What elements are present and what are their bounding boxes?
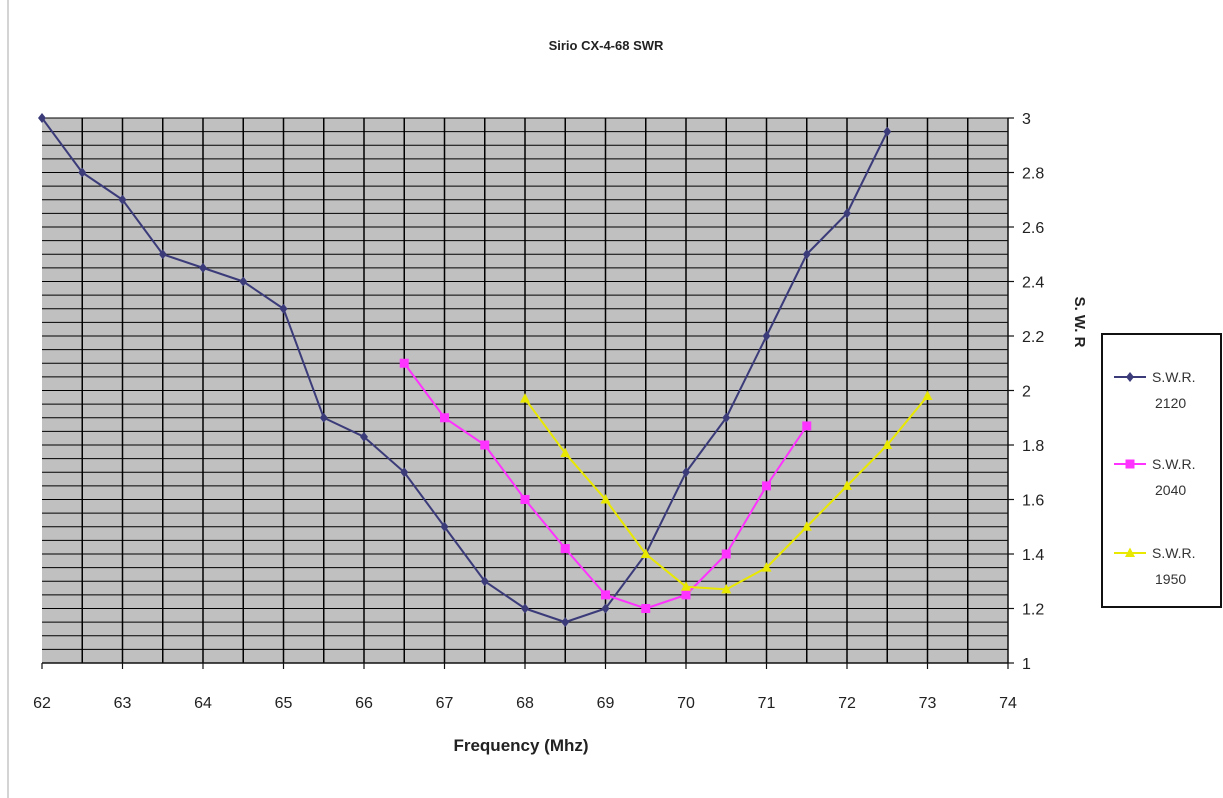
x-tick-label: 73 bbox=[919, 695, 937, 712]
data-point bbox=[199, 262, 207, 273]
data-point bbox=[922, 390, 933, 400]
data-point bbox=[601, 603, 610, 614]
x-tick-label: 62 bbox=[33, 695, 51, 712]
data-point bbox=[480, 576, 489, 587]
y-tick-label: 2 bbox=[1022, 384, 1031, 401]
data-point bbox=[883, 126, 892, 137]
data-point bbox=[761, 562, 772, 572]
x-tick-label: 66 bbox=[355, 695, 373, 712]
legend-label: S.W.R. bbox=[1152, 545, 1196, 561]
legend-label: S.W.R. bbox=[1152, 456, 1196, 472]
data-point bbox=[400, 467, 409, 478]
y-axis-label: S. W. R bbox=[1071, 297, 1088, 348]
data-point bbox=[279, 303, 288, 314]
y-tick-label: 1.2 bbox=[1022, 602, 1044, 619]
data-point bbox=[520, 393, 530, 403]
data-point bbox=[762, 331, 771, 341]
data-point bbox=[721, 549, 731, 559]
data-point bbox=[802, 421, 812, 431]
data-point bbox=[118, 194, 127, 205]
data-point bbox=[882, 439, 893, 449]
legend: S.W.R. 2120 S.W.R. 2040 S.W.R. 1950 bbox=[1114, 369, 1196, 587]
data-point bbox=[319, 412, 328, 423]
data-point bbox=[640, 548, 651, 558]
legend-box bbox=[1101, 333, 1222, 608]
y-tick-label: 2.2 bbox=[1022, 329, 1044, 346]
series-1950 bbox=[520, 390, 933, 594]
y-tick-label: 2.8 bbox=[1022, 166, 1044, 183]
data-point bbox=[560, 544, 570, 554]
legend-label: S.W.R. bbox=[1152, 369, 1196, 385]
legend-swatch-marker bbox=[1126, 372, 1134, 382]
data-point bbox=[38, 113, 46, 123]
data-point bbox=[802, 249, 811, 260]
y-tick-label: 2.4 bbox=[1022, 275, 1044, 292]
series-2040 bbox=[399, 358, 812, 613]
data-point bbox=[520, 495, 530, 504]
data-point bbox=[600, 494, 611, 504]
data-point bbox=[480, 440, 490, 450]
y-tick-label: 1 bbox=[1022, 656, 1031, 673]
x-tick-label: 71 bbox=[758, 695, 776, 712]
x-tick-label: 70 bbox=[677, 695, 695, 712]
data-point bbox=[641, 604, 651, 613]
page-left-border bbox=[7, 0, 9, 798]
x-tick-label: 65 bbox=[275, 695, 293, 712]
data-point bbox=[78, 167, 87, 178]
legend-swatch-marker bbox=[1125, 547, 1135, 557]
data-point bbox=[842, 480, 852, 490]
grid-lines bbox=[42, 117, 1008, 663]
data-point bbox=[801, 521, 812, 531]
legend-item-2120: S.W.R. 2120 bbox=[1114, 369, 1196, 411]
x-tick-label: 67 bbox=[436, 695, 454, 712]
legend-swatch-marker bbox=[1125, 459, 1135, 469]
data-point bbox=[521, 603, 529, 614]
x-tick-label: 72 bbox=[838, 695, 856, 712]
x-tick-label: 64 bbox=[194, 695, 212, 712]
x-tick-label: 69 bbox=[597, 695, 615, 712]
x-axis-label: Frequency (Mhz) bbox=[453, 736, 588, 755]
series-line-2120 bbox=[41, 117, 889, 624]
x-tick-label: 74 bbox=[999, 695, 1017, 712]
series-layer bbox=[38, 113, 933, 628]
x-axis-ticks: 62 63 64 65 66 67 68 69 70 71 72 73 74 bbox=[33, 663, 1017, 712]
y-tick-label: 1.8 bbox=[1022, 438, 1044, 455]
data-point bbox=[682, 467, 690, 478]
y-axis-ticks: 1 1.2 1.4 1.6 1.8 2 2.2 2.4 2.6 2.8 3 bbox=[1008, 111, 1044, 673]
y-tick-label: 1.4 bbox=[1022, 547, 1044, 564]
data-point bbox=[681, 590, 691, 600]
legend-sublabel: 2040 bbox=[1155, 482, 1186, 498]
legend-item-2040: S.W.R. 2040 bbox=[1114, 456, 1196, 498]
data-point bbox=[399, 358, 409, 368]
y-tick-label: 3 bbox=[1022, 111, 1031, 128]
data-point bbox=[561, 617, 570, 628]
data-point bbox=[721, 583, 732, 594]
data-point bbox=[762, 481, 771, 491]
data-point bbox=[158, 249, 167, 260]
data-point bbox=[360, 431, 368, 442]
data-point bbox=[722, 412, 731, 423]
x-tick-label: 68 bbox=[516, 695, 534, 712]
legend-sublabel: 1950 bbox=[1155, 571, 1186, 587]
data-point bbox=[843, 208, 851, 219]
y-tick-label: 2.6 bbox=[1022, 220, 1044, 237]
data-point bbox=[560, 447, 571, 458]
data-point bbox=[239, 276, 248, 287]
data-point bbox=[440, 413, 449, 423]
data-point bbox=[601, 590, 610, 600]
y-tick-label: 1.6 bbox=[1022, 493, 1044, 510]
legend-item-1950: S.W.R. 1950 bbox=[1114, 545, 1196, 587]
chart-title: Sirio CX-4-68 SWR bbox=[549, 38, 664, 53]
data-point bbox=[681, 581, 691, 591]
data-point bbox=[440, 521, 449, 532]
x-tick-label: 63 bbox=[114, 695, 132, 712]
legend-sublabel: 2120 bbox=[1155, 395, 1186, 411]
